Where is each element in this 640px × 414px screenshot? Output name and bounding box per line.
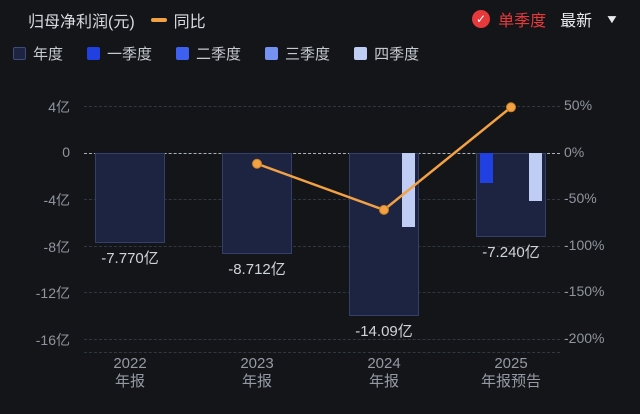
legend-swatch (87, 47, 101, 60)
legend-label: 一季度 (107, 46, 153, 63)
bar-2024-四季度[interactable] (402, 152, 415, 227)
right-axis-tick: -100% (564, 236, 605, 253)
right-axis-tick: 0% (564, 143, 585, 160)
latest-dropdown-label[interactable]: 最新 (560, 13, 593, 30)
legend-swatch (176, 47, 190, 60)
legend-label: 四季度 (374, 46, 420, 63)
right-axis-tick: -50% (564, 190, 597, 206)
gridline (84, 245, 560, 247)
axis-baseline (84, 352, 560, 353)
yoy-line-legend-icon (150, 18, 167, 22)
gridline (84, 106, 560, 107)
legend-item-annual[interactable]: 年度 (13, 43, 63, 64)
gridline (84, 292, 560, 293)
single-quarter-check-icon[interactable]: ✓ (472, 10, 491, 28)
chart-header: 归母净利润(元) 同比 (28, 9, 206, 31)
header-controls: ✓ 单季度 最新 ▼ (472, 8, 620, 30)
series-legend: 年度 一季度 二季度 三季度 四季度 (13, 43, 419, 64)
right-axis-tick: -200% (564, 329, 605, 346)
legend-swatch (354, 47, 368, 60)
x-axis-category[interactable]: 2025 年报预告 (480, 355, 541, 390)
x-axis-category[interactable]: 2023 年报 (240, 355, 274, 390)
right-axis-tick: -150% (564, 283, 605, 299)
bar-value-label: -8.712亿 (228, 260, 286, 278)
right-axis-tick: 50% (564, 97, 593, 113)
bar-value-label: -14.09亿 (355, 323, 413, 341)
bar-value-label: -7.770亿 (101, 249, 159, 267)
left-axis-tick: -16亿 (35, 331, 70, 348)
chevron-down-icon[interactable]: ▼ (604, 12, 620, 26)
left-axis-tick: -4亿 (43, 192, 70, 208)
left-axis-tick: 4亿 (48, 99, 70, 115)
legend-item-q1[interactable]: 一季度 (87, 43, 152, 64)
legend-label: 二季度 (196, 46, 242, 63)
single-quarter-toggle[interactable]: 单季度 (498, 13, 547, 30)
legend-label: 年度 (33, 46, 64, 63)
x-axis-category[interactable]: 2022 年报 (113, 355, 147, 390)
legend-swatch (265, 47, 279, 60)
yoy-line-legend-label: 同比 (173, 14, 206, 31)
left-axis-tick: 0 (62, 143, 70, 160)
gridline (84, 338, 560, 340)
bar-value-label: -7.240亿 (482, 243, 540, 261)
left-axis-tick: -8亿 (43, 238, 70, 255)
bar-2023-年度[interactable] (222, 152, 292, 254)
legend-label: 三季度 (285, 46, 331, 63)
left-axis-tick: -12亿 (35, 285, 70, 301)
bar-2025-一季度[interactable] (480, 152, 493, 183)
bar-2022-年度[interactable] (95, 152, 165, 243)
legend-item-q3[interactable]: 三季度 (265, 43, 330, 64)
x-axis-category[interactable]: 2024 年报 (367, 355, 401, 390)
chart-title: 归母净利润(元) (28, 14, 135, 31)
legend-item-q2[interactable]: 二季度 (176, 43, 241, 64)
yoy-point[interactable] (506, 102, 516, 113)
bar-2025-四季度[interactable] (529, 152, 542, 202)
legend-item-q4[interactable]: 四季度 (354, 43, 419, 64)
legend-swatch (13, 47, 26, 60)
